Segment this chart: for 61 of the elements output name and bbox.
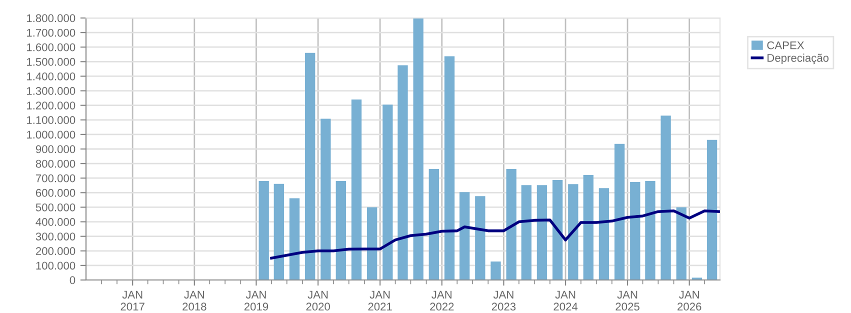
bar [351,100,362,280]
bar [645,181,656,280]
x-tick-label: JAN 2023 [492,290,516,311]
y-tick-label: 1.000.000 [27,130,76,139]
bar [274,184,284,280]
line-series [270,209,720,260]
bar [413,18,424,280]
x-tick-label: JAN 2024 [554,290,578,311]
bar [428,168,439,280]
bar [258,181,269,280]
bar [490,262,501,280]
y-tick-label: 1.800.000 [27,14,76,22]
x-tick-label: JAN 2025 [616,290,640,311]
bar [630,182,640,280]
bar [459,192,470,280]
bar [552,180,563,280]
y-tick-label: 300.000 [36,232,76,240]
bar [336,181,346,280]
bar [398,65,408,280]
x-tick-label: JAN 2018 [182,290,206,311]
legend-label: Depreciação [768,54,829,64]
x-tick-label: JAN 2026 [678,290,702,311]
y-tick-label: 700.000 [36,174,76,182]
bar [676,207,686,280]
bar [475,196,486,280]
y-tick-label: 1.500.000 [27,58,76,66]
bar [367,207,378,280]
legend-label: CAPEX [767,41,804,50]
y-tick-label: 0 [70,276,76,284]
bar [521,185,532,280]
y-tick-label: 600.000 [36,188,76,197]
x-tick-label: JAN 2017 [120,290,144,311]
x-tick-label: JAN 2022 [430,290,454,311]
y-tick-label: 100.000 [36,262,76,270]
bar [506,168,516,280]
bar [305,52,316,280]
bar [289,198,300,280]
bar [320,118,331,280]
y-tick-label: 500.000 [36,203,76,212]
bar [614,144,625,280]
y-tick-label: 1.700.000 [27,28,76,37]
y-tick-label: 1.400.000 [27,72,76,80]
y-tick-label: 1.100.000 [27,116,76,124]
y-tick-label: 1.200.000 [27,102,76,110]
y-tick-label: 800.000 [36,160,76,168]
bar [660,116,671,280]
y-tick-label: 400.000 [36,218,76,226]
x-tick-label: JAN 2020 [306,290,330,311]
bar [536,185,548,280]
bar [568,184,578,280]
y-tick-label: 900.000 [36,145,76,154]
x-tick-label: JAN 2019 [244,290,268,311]
bar [444,56,455,280]
bar [598,188,610,280]
y-tick-label: 1.300.000 [27,87,76,95]
y-tick-label: 1.600.000 [27,43,76,52]
x-tick-label: JAN 2021 [368,290,392,311]
bar [382,104,393,280]
bar [583,175,594,280]
bar [706,140,718,280]
y-tick-label: 200.000 [36,247,76,256]
